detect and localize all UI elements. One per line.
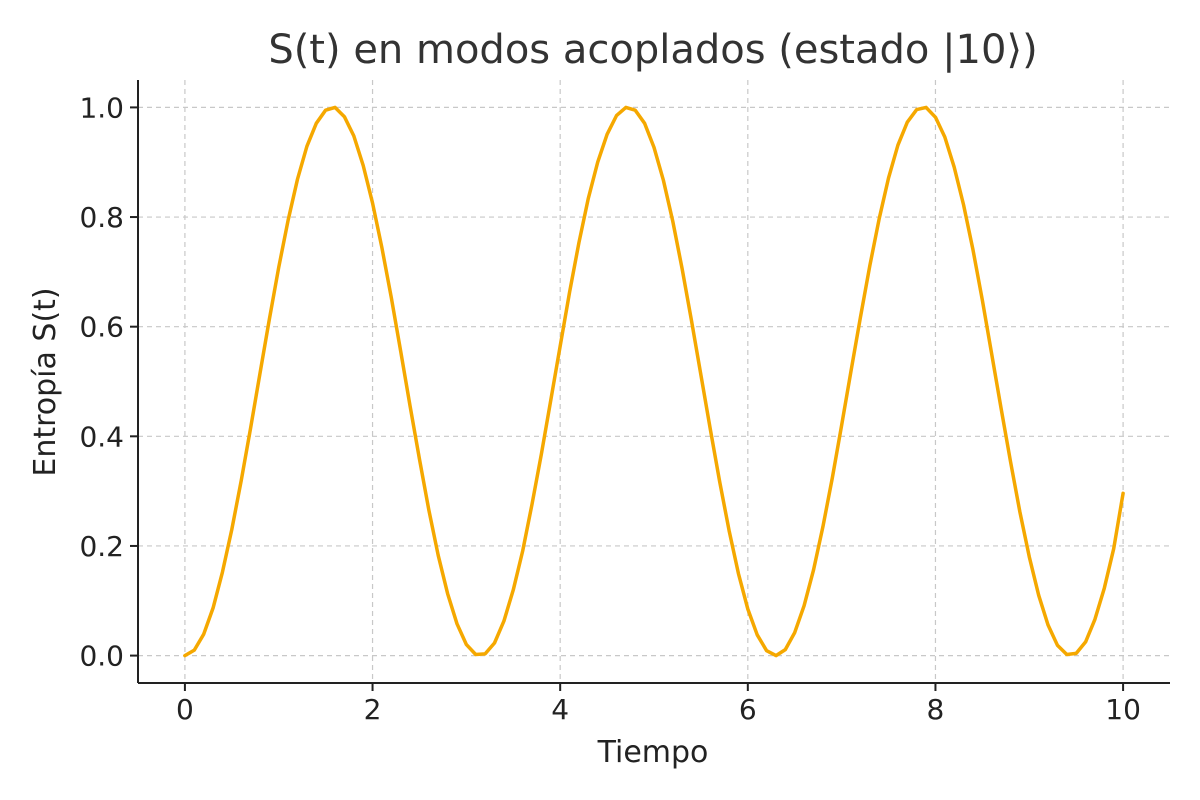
y-axis-label: Entropía S(t) <box>28 287 63 476</box>
ticks: 0 2 4 6 8 10 0.0 0.2 0.4 0.6 0.8 1.0 <box>79 91 1140 726</box>
grid <box>138 80 1170 683</box>
x-tick-label-0: 0 <box>176 693 194 726</box>
x-tick-label-2: 4 <box>551 693 569 726</box>
x-tick-label-5: 10 <box>1105 693 1141 726</box>
series-line-0 <box>183 105 1125 658</box>
x-tick-label-1: 2 <box>364 693 382 726</box>
y-tick-label-0: 0.0 <box>79 640 124 673</box>
y-tick-label-2: 0.4 <box>79 420 124 453</box>
plot-area <box>183 105 1125 658</box>
x-tick-label-3: 6 <box>739 693 757 726</box>
axes <box>137 80 1170 684</box>
y-tick-label-4: 0.8 <box>79 201 124 234</box>
x-tick-label-4: 8 <box>927 693 945 726</box>
x-axis-label: Tiempo <box>597 735 709 770</box>
y-tick-label-5: 1.0 <box>79 91 124 124</box>
y-tick-label-1: 0.2 <box>79 530 124 563</box>
chart-title: S(t) en modos acoplados (estado |10⟩) <box>268 27 1037 73</box>
y-tick-label-3: 0.6 <box>79 311 124 344</box>
